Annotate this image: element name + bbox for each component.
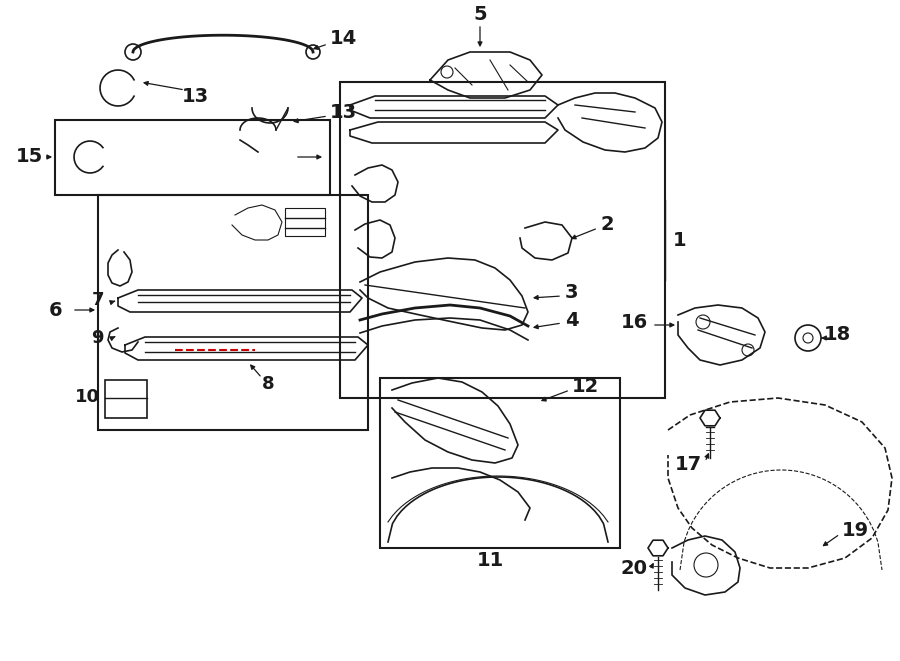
- Text: 19: 19: [842, 520, 869, 539]
- Text: 13: 13: [182, 87, 209, 106]
- Bar: [285, 208, 325, 236]
- Bar: [105, 380, 147, 418]
- Text: 18: 18: [824, 325, 851, 344]
- Text: 2: 2: [600, 215, 614, 233]
- Text: 12: 12: [572, 377, 599, 395]
- Text: 5: 5: [473, 5, 487, 24]
- Text: 16: 16: [621, 313, 648, 332]
- Text: 7: 7: [92, 291, 104, 309]
- Text: 3: 3: [565, 282, 579, 301]
- Text: 8: 8: [262, 375, 274, 393]
- Text: 13: 13: [330, 102, 357, 122]
- Text: 6: 6: [49, 301, 62, 319]
- Bar: [340, 82, 665, 398]
- Text: 17: 17: [675, 455, 702, 475]
- Text: 9: 9: [92, 329, 104, 347]
- Bar: [55, 120, 330, 195]
- Text: 14: 14: [330, 28, 357, 48]
- Text: 4: 4: [565, 311, 579, 329]
- Text: 20: 20: [621, 559, 648, 578]
- Bar: [380, 378, 620, 548]
- Text: 10: 10: [75, 388, 100, 406]
- Text: 1: 1: [673, 231, 687, 249]
- Text: 15: 15: [16, 147, 43, 167]
- Bar: [98, 195, 368, 430]
- Text: 11: 11: [476, 551, 504, 570]
